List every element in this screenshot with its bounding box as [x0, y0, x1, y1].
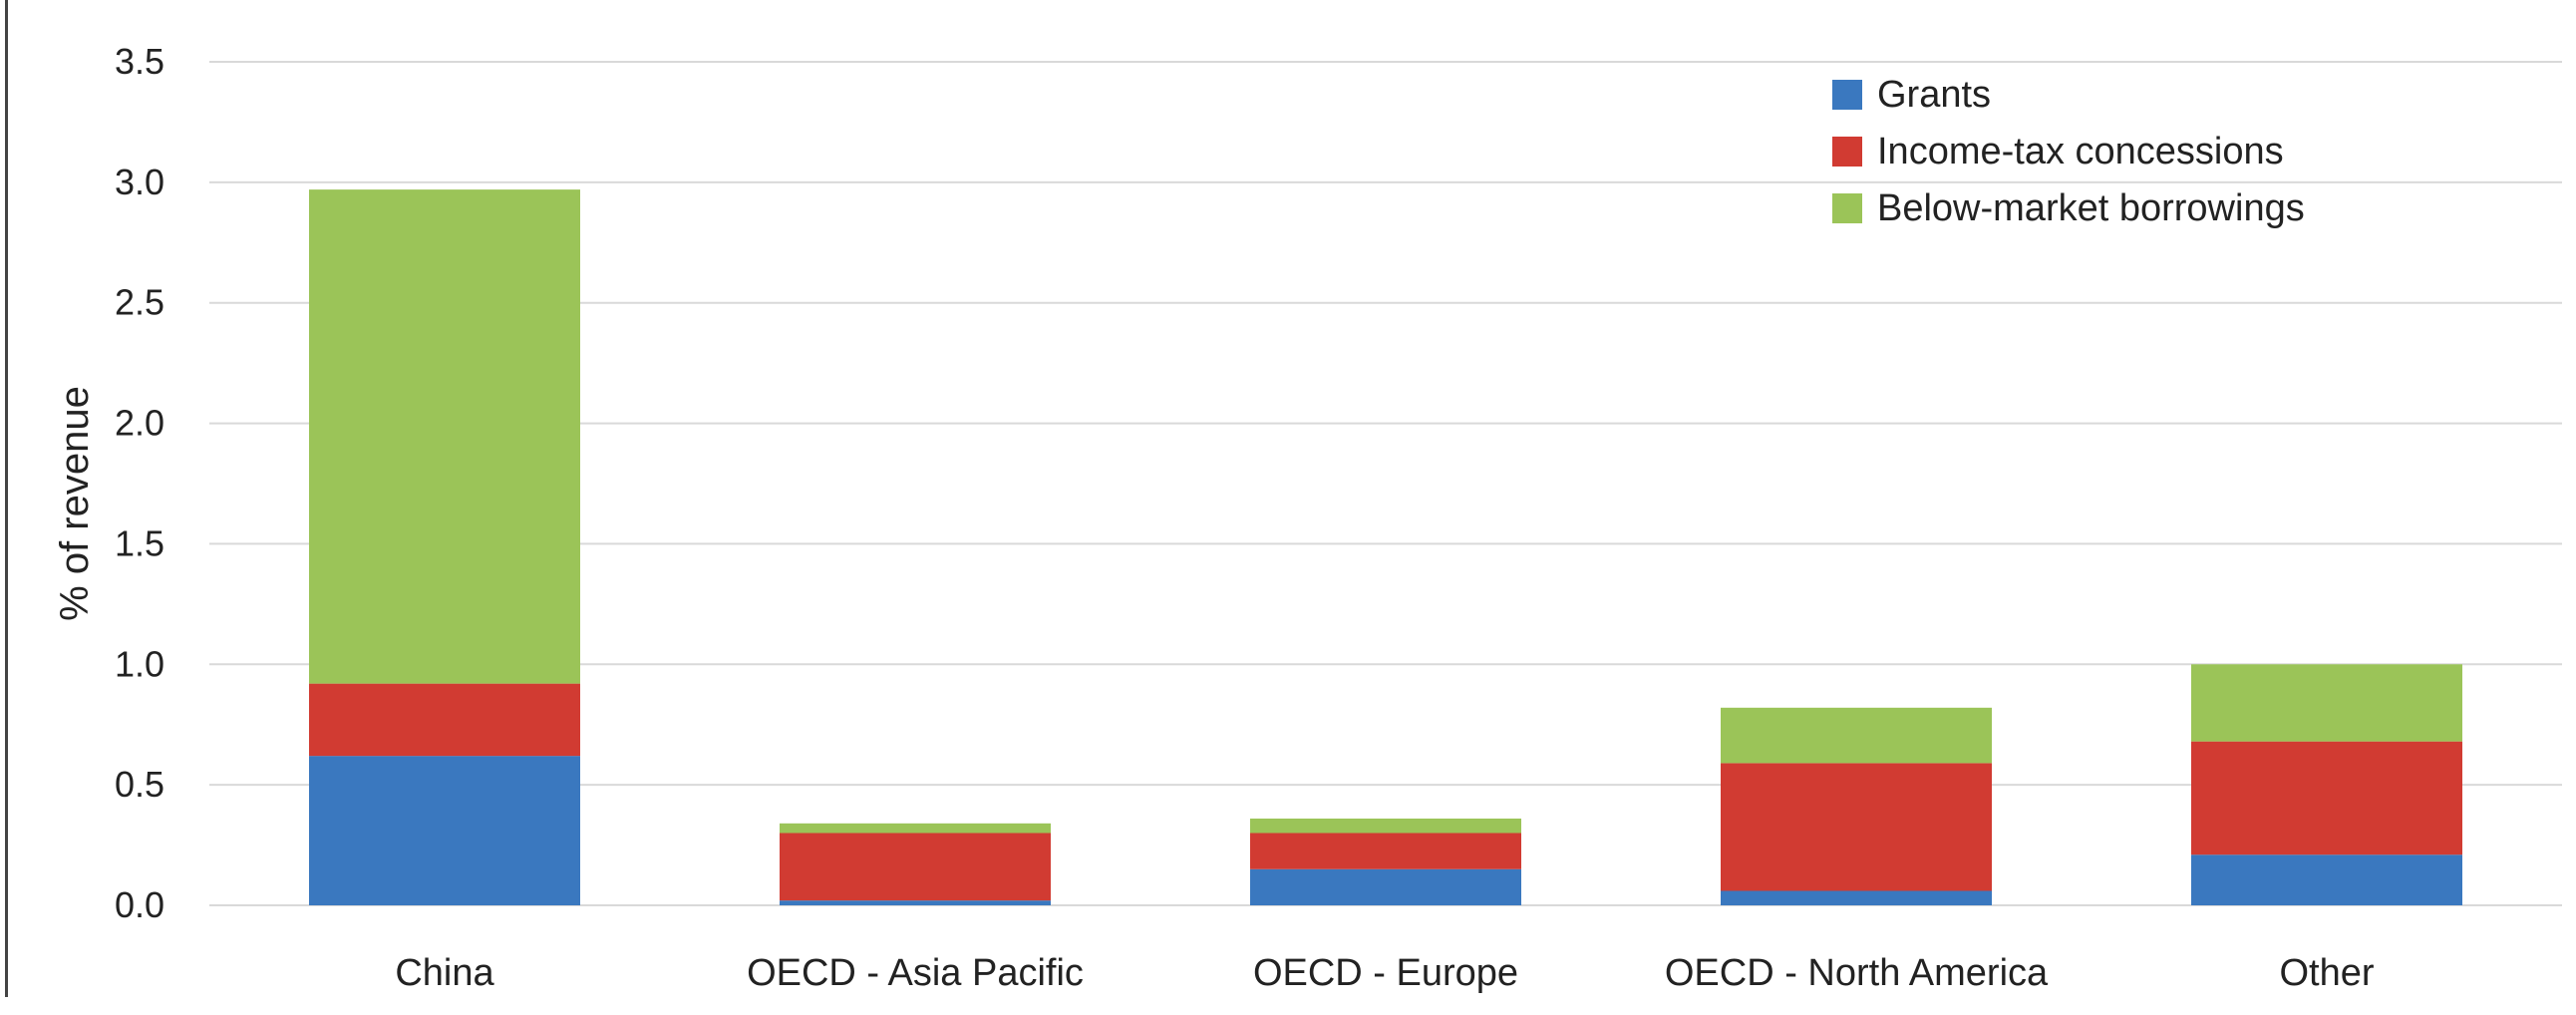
bar-segment-grants-oecd-asia-pacific	[780, 900, 1051, 905]
y-tick-label: 1.0	[115, 643, 164, 684]
bar-segment-below-market-borrowings-oecd-asia-pacific	[780, 823, 1051, 834]
y-tick-label: 3.0	[115, 162, 164, 202]
x-category-label: China	[395, 952, 494, 994]
gridlines	[209, 61, 2562, 906]
x-axis-categories: China OECD - Asia Pacific OECD - Europe OEC…	[395, 952, 2375, 994]
legend-label: Income-tax concessions	[1877, 131, 2284, 172]
y-tick-label: 3.5	[115, 41, 164, 82]
bars	[309, 189, 2462, 905]
y-axis-title: % of revenue	[53, 386, 97, 621]
y-tick-label: 0.5	[115, 764, 164, 805]
x-category-label: OECD - Asia Pacific	[747, 952, 1084, 994]
y-tick-label: 2.0	[115, 403, 164, 444]
bar-segment-grants-other	[2191, 854, 2462, 905]
bar-segment-grants-china	[309, 756, 580, 905]
y-tick-label: 2.5	[115, 282, 164, 323]
bar-segment-income-tax-concessions-china	[309, 683, 580, 757]
legend-label: Grants	[1877, 74, 1991, 116]
x-category-label: Other	[2279, 952, 2374, 994]
legend-swatch	[1832, 137, 1862, 167]
legend-swatch	[1832, 193, 1862, 223]
bar-segment-grants-oecd-europe	[1250, 868, 1521, 905]
bar-segment-income-tax-concessions-oecd-europe	[1250, 833, 1521, 869]
legend-label: Below-market borrowings	[1877, 187, 2305, 229]
y-axis-ticks: 0.0 0.5 1.0 1.5 2.0 2.5 3.0 3.5	[115, 41, 164, 925]
bar-segment-grants-oecd-north-america	[1721, 890, 1992, 905]
legend: Grants Income-tax concessions Below-market…	[1832, 74, 2305, 229]
frame-left-rule	[5, 0, 8, 997]
bar-segment-below-market-borrowings-china	[309, 189, 580, 684]
bar-segment-below-market-borrowings-other	[2191, 664, 2462, 742]
y-tick-label: 0.0	[115, 884, 164, 925]
bar-segment-below-market-borrowings-oecd-north-america	[1721, 707, 1992, 764]
x-category-label: OECD - Europe	[1253, 952, 1518, 994]
bar-segment-income-tax-concessions-oecd-north-america	[1721, 763, 1992, 891]
y-tick-label: 1.5	[115, 522, 164, 563]
legend-swatch	[1832, 80, 1862, 110]
bar-segment-below-market-borrowings-oecd-europe	[1250, 818, 1521, 834]
x-category-label: OECD - North America	[1665, 952, 2049, 994]
bar-segment-income-tax-concessions-oecd-asia-pacific	[780, 833, 1051, 901]
bar-segment-income-tax-concessions-other	[2191, 741, 2462, 855]
